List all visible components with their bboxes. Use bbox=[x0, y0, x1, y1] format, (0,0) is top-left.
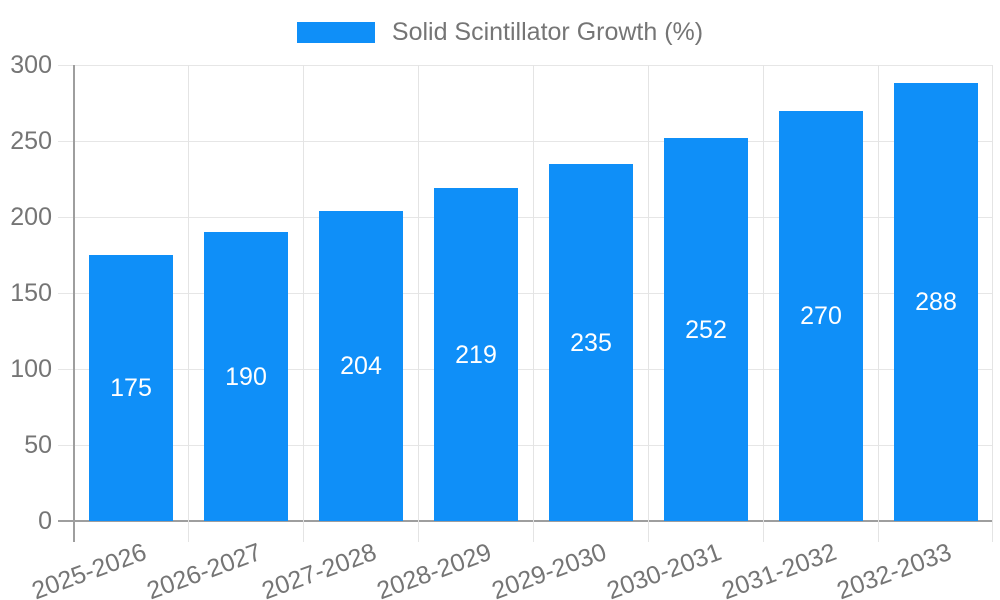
bar-value-label: 204 bbox=[340, 352, 382, 380]
vertical-gridline bbox=[533, 65, 534, 542]
bar-value-label: 219 bbox=[455, 340, 497, 369]
bar-value-label: 270 bbox=[800, 302, 842, 330]
bar-value-label: 288 bbox=[915, 288, 957, 316]
horizontal-gridline bbox=[58, 217, 993, 218]
vertical-gridline bbox=[763, 65, 764, 542]
bar-value-label: 175 bbox=[110, 374, 152, 402]
y-axis-tick-label: 150 bbox=[10, 279, 52, 307]
legend-swatch bbox=[296, 21, 375, 43]
bar[interactable]: 252 bbox=[664, 138, 748, 521]
y-axis-tick-label: 100 bbox=[10, 355, 52, 383]
horizontal-gridline bbox=[58, 445, 993, 446]
legend-label: Solid Scintillator Growth (%) bbox=[391, 17, 704, 46]
bar[interactable]: 270 bbox=[779, 111, 863, 521]
x-axis-tick-label: 2032-2033 bbox=[833, 538, 956, 600]
bar[interactable]: 190 bbox=[204, 232, 288, 521]
x-axis-baseline bbox=[58, 520, 993, 522]
bar[interactable]: 288 bbox=[894, 83, 978, 521]
vertical-gridline bbox=[648, 65, 649, 542]
bar[interactable]: 235 bbox=[549, 164, 633, 521]
bar[interactable]: 219 bbox=[434, 188, 518, 521]
horizontal-gridline bbox=[58, 293, 993, 294]
bar-value-label: 252 bbox=[685, 315, 727, 344]
horizontal-gridline bbox=[58, 141, 993, 142]
vertical-gridline bbox=[992, 65, 993, 542]
x-axis-tick-label: 2028-2029 bbox=[373, 538, 496, 600]
x-axis-tick-label: 2031-2032 bbox=[718, 538, 841, 600]
bar-value-label: 190 bbox=[225, 362, 267, 391]
vertical-gridline bbox=[418, 65, 419, 542]
vertical-gridline bbox=[303, 65, 304, 542]
x-axis-tick-label: 2025-2026 bbox=[28, 538, 151, 600]
x-axis-tick-label: 2030-2031 bbox=[603, 538, 726, 600]
bar[interactable]: 175 bbox=[89, 255, 173, 521]
legend[interactable]: Solid Scintillator Growth (%) bbox=[0, 16, 1000, 48]
horizontal-gridline bbox=[58, 65, 993, 66]
x-axis-tick-label: 2029-2030 bbox=[488, 538, 611, 600]
vertical-gridline bbox=[878, 65, 879, 542]
x-axis-tick-label: 2026-2027 bbox=[143, 538, 266, 600]
y-axis-tick-label: 0 bbox=[38, 507, 52, 535]
bar[interactable]: 204 bbox=[319, 211, 403, 521]
bar-value-label: 235 bbox=[570, 328, 612, 357]
y-axis-tick-label: 50 bbox=[24, 431, 52, 459]
y-axis-tick-label: 300 bbox=[10, 51, 52, 79]
y-axis-line bbox=[73, 65, 75, 542]
plot-area: 175 190 204 219 235 252 270 288 2025-2026 2026-2… bbox=[28, 65, 993, 600]
vertical-gridline bbox=[188, 65, 189, 542]
y-axis-tick-label: 250 bbox=[10, 127, 52, 155]
horizontal-gridline bbox=[58, 369, 993, 370]
x-axis-tick-label: 2027-2028 bbox=[258, 538, 381, 600]
y-axis-tick-label: 200 bbox=[10, 203, 52, 231]
